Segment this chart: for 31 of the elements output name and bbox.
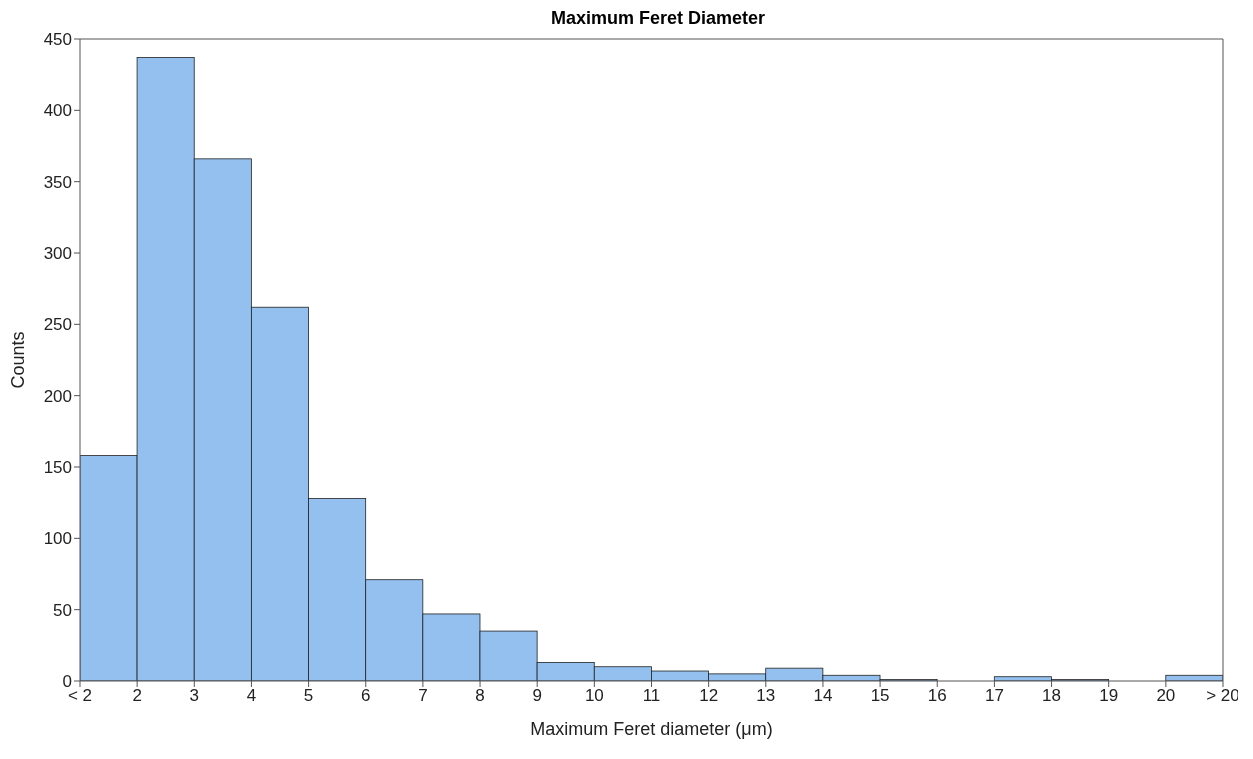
x-tick-label: 9: [532, 686, 542, 706]
y-tick-label: 350: [43, 172, 72, 192]
x-tick-label: 3: [189, 686, 200, 706]
x-tick-label: 6: [361, 686, 371, 706]
x-tick-label: 19: [1099, 686, 1119, 706]
x-tick-label: 14: [813, 686, 833, 706]
y-tick-label: 450: [43, 30, 72, 50]
y-axis-title: Counts: [8, 331, 29, 389]
y-tick-label: 300: [43, 244, 72, 264]
x-tick-label: 17: [984, 686, 1004, 706]
x-tick-label: 18: [1042, 686, 1062, 706]
x-tick-label: 4: [246, 686, 257, 706]
x-tick-label: 2: [132, 686, 142, 706]
x-tick-label: 16: [927, 686, 947, 706]
y-tick-label: 200: [43, 386, 72, 406]
y-tick-label: 250: [43, 315, 72, 335]
y-tick-label: 100: [43, 529, 72, 549]
x-tick-label: 8: [475, 686, 485, 706]
x-tick-label: 12: [699, 686, 719, 706]
y-tick-label: 400: [43, 101, 72, 121]
x-tick-label: 13: [756, 686, 776, 706]
x-tick-label: 10: [584, 686, 604, 706]
y-tick-label: 50: [53, 600, 72, 620]
x-tick-label: 11: [642, 686, 661, 706]
x-axis-title: Maximum Feret diameter (μm): [530, 719, 773, 739]
chart-title: Maximum Feret Diameter: [549, 8, 767, 30]
x-tick-label: 7: [418, 686, 428, 706]
x-tick-label: 15: [870, 686, 890, 706]
x-tick-label: 5: [303, 686, 314, 706]
x-tick-label: 20: [1156, 686, 1176, 706]
y-tick-label: 150: [43, 458, 72, 478]
